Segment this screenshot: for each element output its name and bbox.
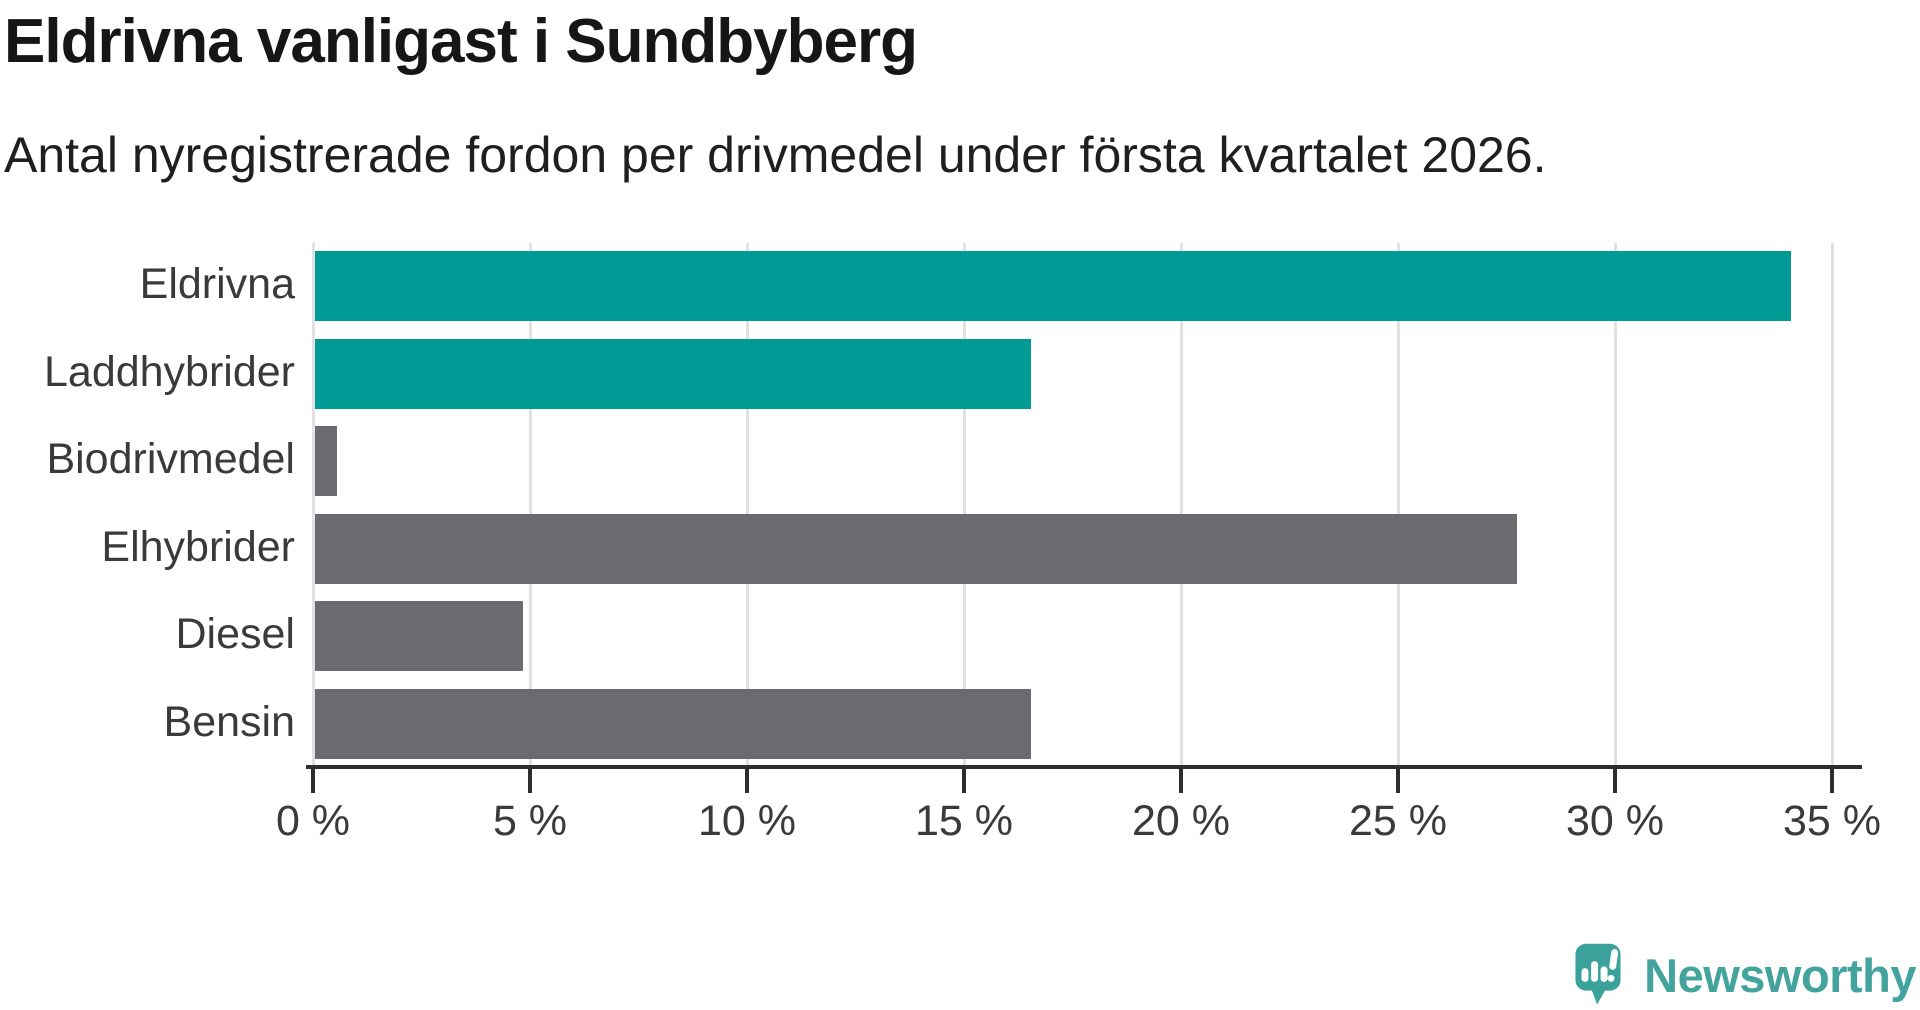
x-axis-tick-0 [311, 769, 315, 793]
x-tick-label-15: 15 % [914, 797, 1014, 845]
bar-eldrivna [315, 251, 1791, 321]
newsworthy-logo-icon [1575, 943, 1621, 1005]
newsworthy-logo: Newsworthy [1572, 942, 1916, 1008]
gridline-0-percent [311, 243, 315, 765]
x-tick-label-35: 35 % [1782, 797, 1882, 845]
x-tick-label-30: 30 % [1565, 797, 1665, 845]
category-label-eldrivna: Eldrivna [139, 260, 295, 308]
bar-elhybrider [315, 513, 1518, 584]
x-axis-line [306, 765, 1862, 769]
x-tick-label-5: 5 % [492, 797, 568, 845]
gridline-20-percent [1179, 243, 1183, 765]
x-axis-tick-5 [528, 769, 532, 793]
x-axis-tick-35 [1830, 769, 1834, 793]
bar-biodrivmedel [315, 426, 337, 497]
gridline-15-percent [962, 243, 966, 765]
category-label-bensin: Bensin [163, 698, 295, 746]
bar-bensin [315, 689, 1032, 759]
gridline-30-percent [1613, 243, 1617, 765]
x-axis-tick-10 [745, 769, 749, 793]
x-tick-label-10: 10 % [697, 797, 797, 845]
gridline-35-percent [1830, 243, 1834, 765]
x-tick-label-25: 25 % [1348, 797, 1448, 845]
category-label-diesel: Diesel [175, 610, 296, 659]
bar-laddhybrider [315, 338, 1032, 409]
category-label-elhybrider: Elhybrider [101, 522, 295, 571]
gridline-5-percent [528, 243, 532, 765]
gridline-25-percent [1396, 243, 1400, 765]
x-axis-tick-20 [1179, 769, 1183, 793]
x-axis-tick-25 [1396, 769, 1400, 793]
x-axis-tick-15 [962, 769, 966, 793]
x-tick-label-20: 20 % [1131, 797, 1231, 845]
category-label-laddhybrider: Laddhybrider [43, 347, 295, 396]
chart-title: Eldrivna vanligast i Sundbyberg [4, 7, 918, 76]
x-axis-tick-30 [1613, 769, 1617, 793]
chart-subtitle: Antal nyregistrerade fordon per drivmede… [4, 127, 1547, 183]
newsworthy-logo-text: Newsworthy [1644, 948, 1916, 1002]
gridline-10-percent [745, 243, 749, 765]
bar-diesel [315, 601, 524, 672]
category-label-biodrivmedel: Biodrivmedel [46, 435, 295, 484]
x-tick-label-0: 0 % [275, 797, 351, 845]
